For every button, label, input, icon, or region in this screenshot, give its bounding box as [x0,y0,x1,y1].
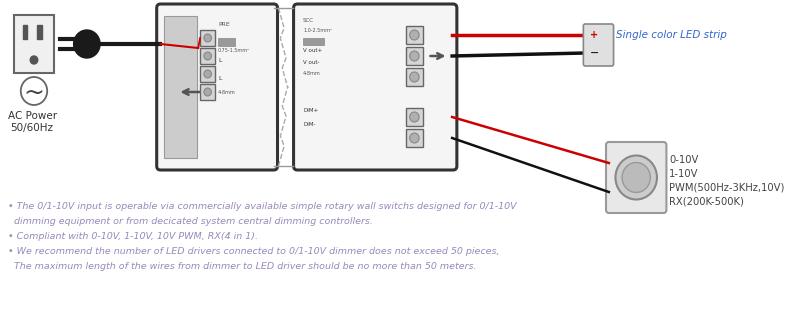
Circle shape [204,88,211,96]
Text: ~: ~ [23,81,45,105]
Text: +: + [590,30,598,40]
Text: 1.0-2.5mm²: 1.0-2.5mm² [303,28,332,33]
Bar [406,26,423,44]
FancyBboxPatch shape [294,4,457,170]
Circle shape [410,112,419,122]
Bar [14,15,54,73]
Text: 4-8mm: 4-8mm [303,71,321,76]
Text: V out+: V out+ [303,48,322,53]
Bar [200,48,215,64]
Text: dimming equipment or from decicated system central dimming controllers.: dimming equipment or from decicated syst… [7,217,373,226]
FancyBboxPatch shape [157,4,278,170]
Bar [406,68,423,86]
Text: • The 0/1-10V input is operable via commercially available simple rotary wall sw: • The 0/1-10V input is operable via comm… [7,202,516,211]
Bar [164,16,198,158]
Text: L: L [218,76,222,81]
Text: 1-10V: 1-10V [670,169,698,179]
Text: 0-10V: 0-10V [670,155,698,165]
Bar [406,129,423,147]
Text: PRE: PRE [218,22,230,27]
Bar [406,108,423,126]
Bar [406,47,423,65]
Circle shape [410,72,419,82]
FancyBboxPatch shape [606,142,666,213]
Text: 0.75-1.5mm²: 0.75-1.5mm² [218,48,250,53]
Circle shape [204,70,211,78]
Text: 4-8mm: 4-8mm [218,90,236,95]
Text: L: L [218,58,222,63]
Circle shape [410,51,419,61]
Bar [22,25,27,39]
Circle shape [204,52,211,60]
Circle shape [410,133,419,143]
Text: V out-: V out- [303,60,319,65]
Text: DIM-: DIM- [303,122,315,127]
Text: 50/60Hz: 50/60Hz [10,123,54,133]
Text: PWM(500Hz-3KHz,10V): PWM(500Hz-3KHz,10V) [670,183,785,193]
Circle shape [615,155,657,199]
Bar [37,25,42,39]
Text: Single color LED strip: Single color LED strip [616,30,727,40]
Text: The maximum length of the wires from dimmer to LED driver should be no more than: The maximum length of the wires from dim… [7,262,476,271]
Text: RX(200K-500K): RX(200K-500K) [670,197,744,207]
Text: −: − [590,48,599,58]
Bar [200,66,215,82]
Text: • Compliant with 0-10V, 1-10V, 10V PWM, RX(4 in 1).: • Compliant with 0-10V, 1-10V, 10V PWM, … [7,232,258,241]
Text: SCC: SCC [303,18,314,23]
Bar [200,30,215,46]
Circle shape [30,56,38,64]
Bar [200,84,215,100]
Text: • We recommend the number of LED drivers connected to 0/1-10V dimmer does not ex: • We recommend the number of LED drivers… [7,247,499,256]
Ellipse shape [74,30,100,58]
Circle shape [622,162,650,193]
Circle shape [410,30,419,40]
Bar [303,38,324,45]
Text: AC Power: AC Power [7,111,57,121]
Bar [218,38,235,46]
Circle shape [204,34,211,42]
FancyBboxPatch shape [583,24,614,66]
Text: DIM+: DIM+ [303,108,318,113]
